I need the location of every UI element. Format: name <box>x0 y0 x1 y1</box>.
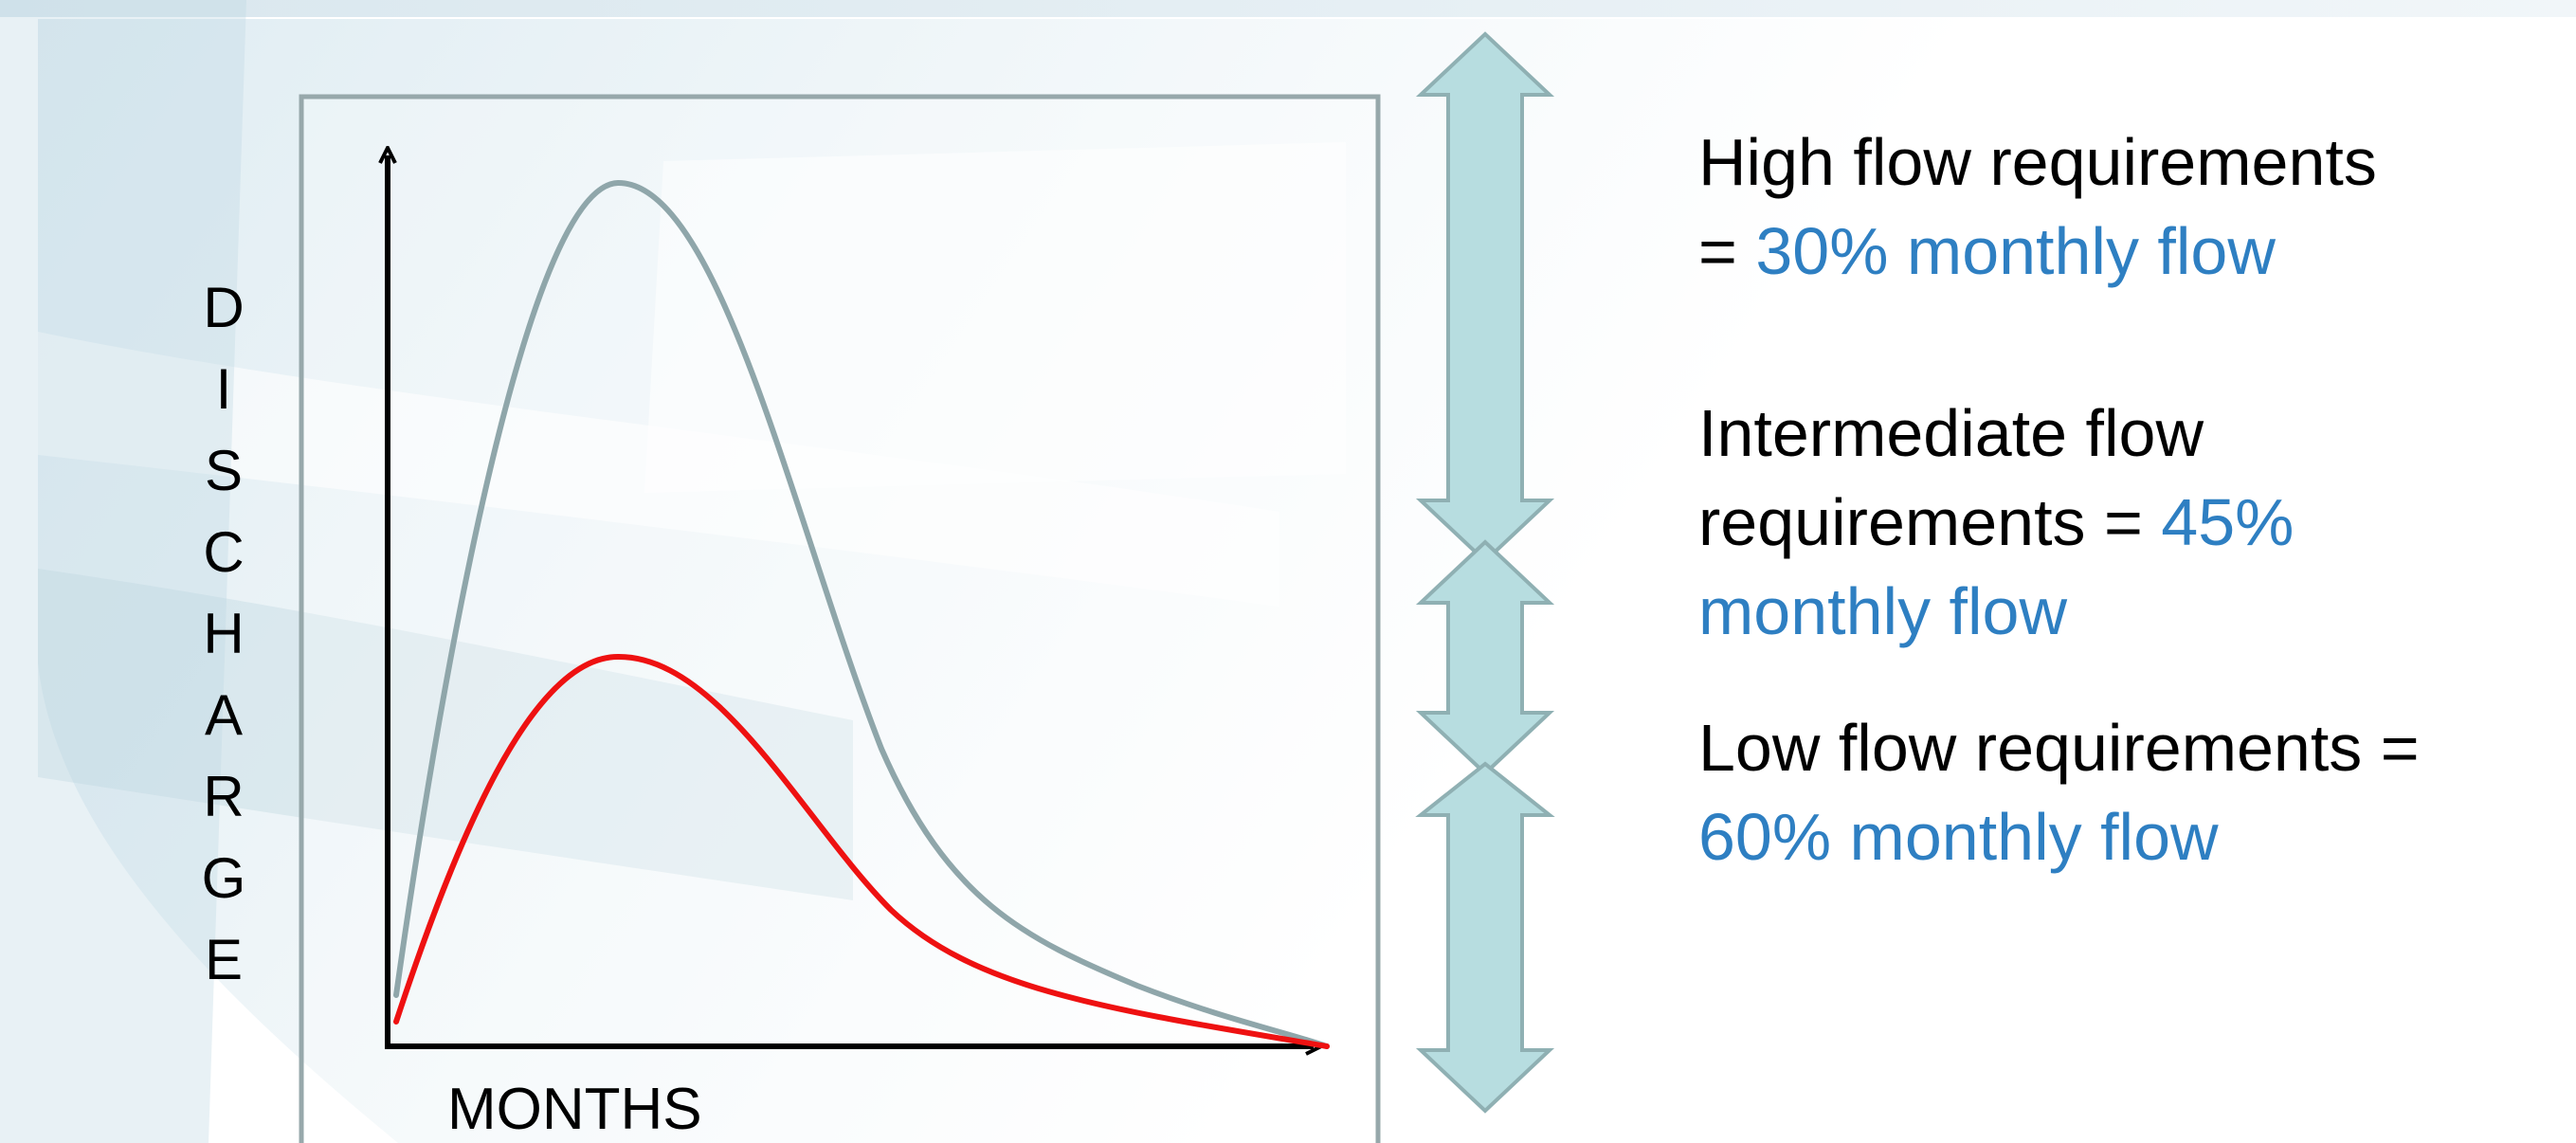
high-flow-requirement-text: High flow requirements = 30% monthly flo… <box>1698 118 2377 296</box>
y-axis-label-letter: H <box>203 602 245 665</box>
y-axis-label-letter: S <box>204 439 244 502</box>
req-line: High flow requirements <box>1698 125 2377 199</box>
req-line: = 30% monthly flow <box>1698 214 2276 288</box>
graph-frame <box>299 94 1381 1143</box>
y-axis-label-letter: A <box>204 683 244 747</box>
y-axis-label-letter: R <box>203 765 245 828</box>
high-flow-double-arrow-icon <box>1415 31 1555 564</box>
intermediate-flow-double-arrow-icon <box>1415 539 1555 776</box>
y-axis-label-letter: I <box>215 357 232 421</box>
req-line: monthly flow <box>1698 574 2068 648</box>
req-line: Intermediate flow <box>1698 396 2204 470</box>
req-line: Low flow requirements = <box>1698 711 2420 785</box>
intermediate-flow-requirement-text: Intermediate flow requirements = 45% mon… <box>1698 389 2294 656</box>
req-line: 60% monthly flow <box>1698 800 2219 874</box>
y-axis-label-letter: G <box>201 846 246 910</box>
req-line: requirements = 45% <box>1698 485 2295 559</box>
natural-flow-curve <box>393 179 1330 1049</box>
low-flow-double-arrow-icon <box>1415 761 1555 1114</box>
y-axis-label-letter: D <box>203 276 245 339</box>
y-axis-label-letter: C <box>203 520 245 584</box>
y-axis-label-letter: E <box>204 928 244 991</box>
x-axis-label: MONTHS <box>447 1077 702 1142</box>
low-flow-requirement-text: Low flow requirements = 60% monthly flow <box>1698 703 2420 881</box>
reduced-flow-curve <box>393 653 1330 1049</box>
